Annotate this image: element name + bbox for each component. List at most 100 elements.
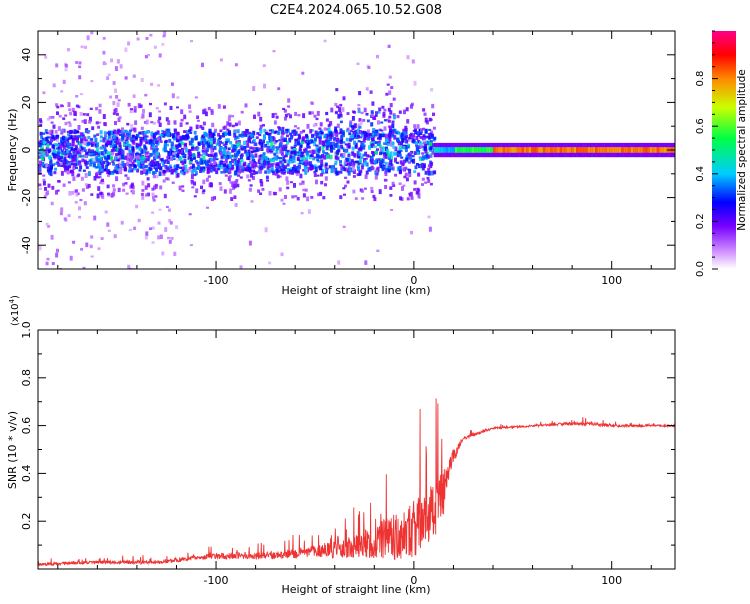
heatmap-cell (229, 188, 233, 191)
heatmap-cell (298, 164, 301, 170)
heatmap-cell (621, 147, 624, 153)
heatmap-cell (67, 102, 71, 107)
heatmap-cell (139, 143, 143, 146)
heatmap-cell (107, 135, 111, 140)
heatmap-cell (45, 222, 49, 226)
heatmap-cell (132, 94, 136, 98)
heatmap-cell (141, 195, 145, 200)
heatmap-cell (147, 183, 151, 188)
heatmap-cell (319, 191, 323, 196)
heatmap-cell (280, 139, 283, 144)
heatmap-cell (366, 129, 370, 133)
heatmap-cell (367, 137, 370, 141)
heatmap-cell (255, 136, 259, 139)
heatmap-cell (151, 226, 155, 230)
heatmap-cell (232, 181, 236, 184)
heatmap-cell (46, 118, 50, 121)
heatmap-cell (382, 111, 386, 116)
heatmap-cell (102, 137, 106, 142)
heatmap-cell (264, 170, 268, 174)
heatmap-cell (318, 140, 322, 145)
heatmap-cell (151, 192, 155, 196)
heatmap-cell (383, 119, 387, 122)
heatmap-cell (100, 151, 104, 156)
heatmap-cell (309, 161, 313, 166)
heatmap-cell (144, 157, 148, 163)
heatmap-cell (205, 177, 209, 182)
heatmap-cell (63, 157, 67, 161)
heatmap-cell (228, 169, 232, 174)
heatmap-cell (61, 135, 65, 141)
heatmap-cell (213, 196, 216, 200)
heatmap-cell (342, 168, 346, 171)
heatmap-cell (273, 162, 277, 166)
heatmap-cell (228, 190, 232, 194)
heatmap-cell (156, 130, 160, 135)
heatmap-cell (356, 151, 360, 156)
heatmap-cell (397, 140, 401, 146)
heatmap-cell (344, 184, 347, 188)
heatmap-cell (363, 107, 367, 113)
heatmap-cell (346, 112, 350, 115)
heatmap-cell (83, 159, 87, 165)
heatmap-cell (152, 145, 156, 149)
heatmap-cell (317, 131, 321, 134)
heatmap-cell (391, 120, 395, 124)
heatmap-cell (202, 166, 206, 171)
heatmap-cell (48, 167, 52, 172)
heatmap-cell (299, 182, 302, 186)
heatmap-cell (369, 90, 373, 94)
heatmap-cell (364, 260, 368, 265)
heatmap-cell (135, 136, 138, 140)
heatmap-cell (162, 163, 166, 167)
colorbar-label: Normalized spectral amplitude (736, 69, 748, 230)
heatmap-cell (388, 90, 392, 95)
heatmap-cell (143, 131, 147, 135)
heatmap-cell (339, 153, 343, 157)
heatmap-cell (90, 137, 94, 141)
heatmap-cell (80, 135, 83, 141)
heatmap-cell (237, 141, 241, 145)
heatmap-cell (153, 185, 156, 190)
heatmap-cell (51, 163, 55, 167)
heatmap-cell (153, 139, 157, 144)
heatmap-cell (225, 165, 229, 170)
heatmap-cell (244, 103, 248, 108)
heatmap-cell (166, 166, 170, 170)
heatmap-cell (277, 131, 281, 135)
heatmap-cell (210, 182, 213, 188)
heatmap-cell (114, 121, 117, 126)
heatmap-cell (289, 114, 292, 119)
heatmap-cell (397, 167, 401, 170)
heatmap-cell (258, 154, 262, 160)
heatmap-cell (95, 107, 99, 111)
colorbar-tick-label: 0.8 (695, 71, 706, 87)
heatmap-cell (89, 149, 93, 155)
heatmap-cell (208, 130, 212, 136)
heatmap-cell (174, 170, 178, 174)
heatmap-cell (540, 147, 544, 153)
heatmap-cell (330, 148, 334, 153)
heatmap-cell (188, 104, 192, 109)
heatmap-cell (362, 145, 366, 150)
heatmap-cell (359, 136, 363, 139)
heatmap-cell (368, 132, 372, 137)
heatmap-cell (188, 168, 192, 173)
heatmap-cell (341, 155, 345, 159)
heatmap-cell (304, 161, 308, 165)
heatmap-cell (193, 148, 197, 151)
heatmap-cell (153, 133, 157, 136)
heatmap-cell (211, 122, 215, 128)
heatmap-cell (303, 165, 307, 171)
heatmap-cell (152, 199, 156, 202)
heatmap-cell (63, 217, 67, 221)
heatmap-cell (73, 135, 77, 141)
heatmap-cell (345, 157, 349, 163)
heatmap-cell (72, 131, 76, 134)
heatmap-cell (590, 147, 593, 153)
heatmap-cell (181, 166, 185, 170)
heatmap-cell (299, 142, 303, 146)
heatmap-cell (301, 159, 305, 163)
heatmap-cell (124, 182, 128, 185)
